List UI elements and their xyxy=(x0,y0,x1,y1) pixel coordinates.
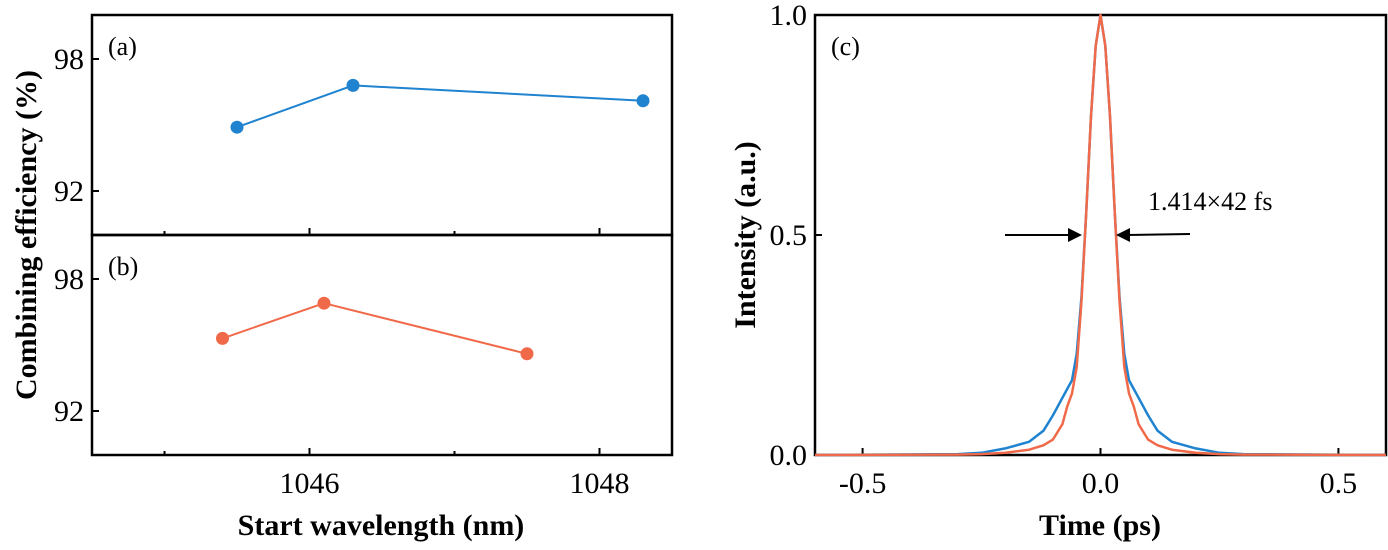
series-line-0 xyxy=(222,302,528,355)
panel-label: (b) xyxy=(108,252,138,281)
series-line-0 xyxy=(236,84,644,129)
x-tick-label: 0.0 xyxy=(1082,467,1120,500)
y-tick-label: 0.5 xyxy=(770,219,808,252)
arrow-left-head xyxy=(1068,228,1082,242)
y-tick-label: 0.0 xyxy=(770,439,808,472)
y-tick-label: 92 xyxy=(54,175,84,208)
x-tick-label: 1048 xyxy=(570,467,630,500)
data-point xyxy=(317,296,331,310)
plot-frame xyxy=(90,233,674,457)
panel-b: 1046 1048 92 98 (b) xyxy=(54,233,674,500)
data-point xyxy=(216,331,229,345)
panel-c-x-label: Time (ps) xyxy=(1039,509,1161,542)
y-tick-label: 98 xyxy=(54,263,84,296)
arrow-right-head xyxy=(1116,228,1130,242)
plot-frame xyxy=(813,13,1388,457)
x-tick-label: 0.5 xyxy=(1320,467,1358,500)
panel-label: (a) xyxy=(108,32,137,61)
panel-a: 92 98 (a) xyxy=(54,13,674,237)
series-line-0 xyxy=(814,13,1387,457)
panel-c-y-label: Intensity (a.u.) xyxy=(729,141,762,329)
data-point xyxy=(230,120,244,134)
shared-y-label: Combining efficiency (%) xyxy=(10,70,43,400)
series-line-1 xyxy=(814,13,1387,457)
arrow-right-shaft xyxy=(1125,233,1191,236)
plot-frame xyxy=(90,13,674,237)
data-point xyxy=(636,94,650,108)
panel-label: (c) xyxy=(831,32,860,61)
y-tick-label: 1.0 xyxy=(770,0,808,32)
x-tick-label: -0.5 xyxy=(839,467,887,500)
panel-c: -0.5 0.0 0.5 0.0 0.5 1.0 (c) xyxy=(770,0,1388,500)
y-tick-label: 92 xyxy=(54,395,84,428)
data-point xyxy=(346,78,360,92)
x-tick-label: 1046 xyxy=(280,467,340,500)
shared-x-label: Start wavelength (nm) xyxy=(238,509,525,542)
fwhm-annotation: 1.414×42 fs xyxy=(1148,187,1272,216)
y-tick-label: 98 xyxy=(54,43,84,76)
data-point xyxy=(520,347,534,361)
